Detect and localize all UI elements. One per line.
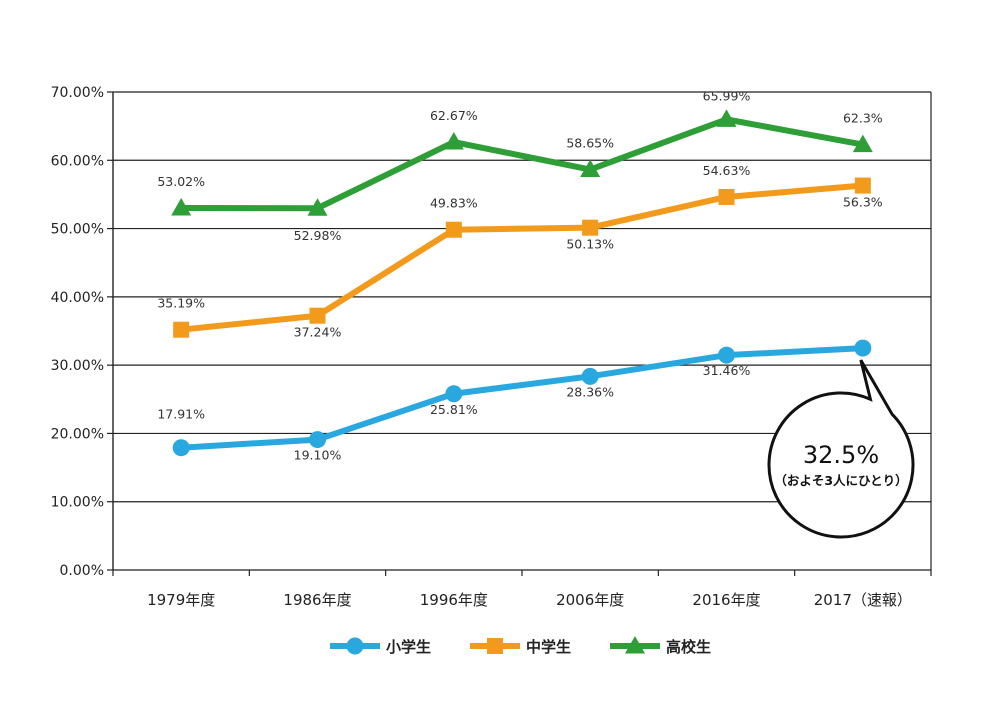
data-label: 62.3%: [843, 111, 883, 126]
data-label: 62.67%: [430, 108, 478, 123]
triangle-marker: [307, 198, 328, 216]
series-line: [180, 182, 864, 333]
circle-marker: [718, 346, 735, 364]
triangle-marker: [443, 132, 464, 150]
data-label: 17.91%: [157, 407, 205, 422]
series-square: [173, 177, 871, 338]
data-label-layer: 17.91% 19.10% 25.81% 28.36% 31.46% 35.19% 37.2…: [157, 88, 882, 462]
y-tick-label: 40.00%: [51, 290, 104, 306]
legend-label: 中学生: [526, 638, 571, 656]
data-label: 35.19%: [157, 296, 205, 311]
triangle-marker: [171, 197, 192, 216]
square-marker: [582, 219, 599, 236]
data-label: 52.98%: [294, 228, 342, 243]
square-marker: [445, 221, 462, 238]
data-label: 19.10%: [294, 448, 342, 463]
square-marker: [718, 188, 735, 205]
legend-item: 中学生: [470, 638, 571, 656]
x-tick-label: 2006年度: [556, 591, 624, 609]
data-label: 53.02%: [157, 174, 205, 189]
data-label: 49.83%: [430, 196, 478, 211]
square-marker: [173, 321, 190, 338]
triangle-marker: [625, 636, 645, 654]
y-tick-label: 70.00%: [51, 85, 104, 101]
legend-label: 高校生: [666, 638, 711, 656]
legend-item: 高校生: [610, 636, 711, 656]
data-label: 28.36%: [566, 384, 614, 399]
series-circle: [172, 339, 872, 457]
legend: 小学生 中学生 高校生: [330, 636, 711, 656]
y-tick-label: 50.00%: [51, 222, 104, 238]
triangle-marker: [716, 109, 737, 127]
y-tick-label: 30.00%: [51, 358, 104, 374]
x-tick-label: 2017（速報）: [814, 591, 912, 609]
circle-marker: [172, 439, 190, 457]
callout-bubble: [767, 359, 915, 539]
circle-marker: [445, 385, 463, 403]
data-label: 31.46%: [703, 363, 751, 378]
circle-marker: [581, 367, 599, 385]
data-label: 58.65%: [566, 136, 614, 151]
x-tick-label: 1979年度: [147, 591, 215, 609]
x-tick-label: 1996年度: [420, 591, 488, 609]
square-marker: [309, 307, 326, 324]
y-tick-label: 10.00%: [51, 495, 104, 511]
circle-marker: [309, 431, 326, 449]
data-label: 25.81%: [430, 402, 478, 417]
series-line: [180, 345, 863, 451]
data-label: 37.24%: [294, 325, 342, 340]
square-marker: [487, 638, 503, 654]
series-triangle: [171, 109, 873, 216]
data-label: 54.63%: [703, 163, 751, 178]
legend-label: 小学生: [386, 638, 431, 656]
data-label: 56.3%: [843, 195, 883, 210]
x-tick-label: 1986年度: [283, 591, 351, 609]
square-marker: [854, 177, 871, 194]
circle-marker: [346, 637, 364, 655]
callout-main-text: 32.5%: [803, 441, 879, 469]
y-tick-label: 60.00%: [51, 153, 104, 169]
callout-sub-text: （およそ3人にひとり）: [774, 473, 907, 488]
data-label: 50.13%: [566, 237, 614, 252]
series-layer: [171, 109, 873, 457]
circle-marker: [854, 339, 872, 357]
data-label: 65.99%: [703, 88, 751, 103]
callout: 32.5% （およそ3人にひとり）: [767, 359, 915, 539]
y-tick-label: 0.00%: [60, 563, 104, 579]
series-line: [181, 116, 864, 212]
x-tick-label: 2016年度: [692, 591, 760, 609]
triangle-marker: [852, 134, 873, 153]
legend-item: 小学生: [330, 637, 431, 656]
triangle-marker: [580, 159, 601, 178]
axis-layer: 0.00% 10.00% 20.00% 30.00% 40.00% 50.00% 60.00…: [51, 85, 932, 609]
y-tick-label: 20.00%: [51, 426, 104, 442]
